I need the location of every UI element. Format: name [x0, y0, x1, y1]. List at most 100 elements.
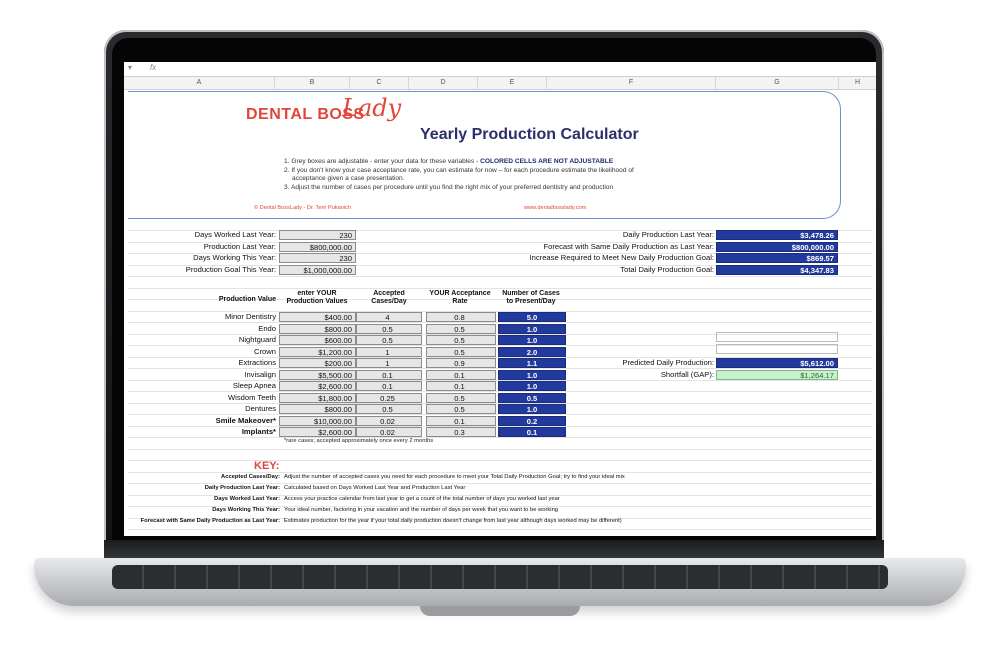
- output-label: Forecast with Same Daily Production as L…: [543, 241, 714, 251]
- empty-cell[interactable]: [716, 344, 838, 354]
- procedure-label: Wisdom Teeth: [228, 392, 276, 402]
- output-value: $800,000.00: [716, 241, 838, 252]
- production-value-cell[interactable]: $600.00: [279, 335, 356, 345]
- key-description: Estimates production for the year if you…: [284, 518, 622, 524]
- column-header-f[interactable]: F: [547, 77, 716, 89]
- grid-line: [128, 311, 872, 312]
- input-label: Production Goal This Year:: [185, 264, 276, 274]
- acceptance-rate-cell[interactable]: 0.5: [426, 346, 496, 357]
- logo-text: DENTAL BOSS: [246, 106, 365, 123]
- cases-to-present-cell: 1.0: [498, 335, 566, 345]
- column-header-h[interactable]: H: [839, 77, 876, 89]
- logo-script: Lady: [342, 94, 402, 122]
- shortfall-label: Shortfall (GAP):: [660, 370, 714, 379]
- table-header: Production Value: [218, 296, 276, 303]
- column-header-d[interactable]: D: [409, 77, 478, 89]
- acceptance-rate-cell[interactable]: 0.3: [426, 427, 496, 437]
- header-card: [128, 91, 841, 219]
- output-label: Total Daily Production Goal:: [620, 264, 714, 274]
- cases-to-present-cell: 0.2: [498, 415, 566, 426]
- production-value-cell[interactable]: $1,800.00: [279, 392, 356, 403]
- input-label: Days Working This Year:: [193, 253, 276, 262]
- accepted-cases-cell[interactable]: 0.5: [356, 335, 422, 345]
- grid-line: [128, 437, 872, 438]
- key-term: Daily Production Last Year:: [204, 485, 280, 491]
- production-value-cell[interactable]: $800.00: [279, 404, 356, 414]
- procedure-label: Dentures: [245, 404, 276, 413]
- production-value-cell[interactable]: $400.00: [279, 312, 356, 322]
- accepted-cases-cell[interactable]: 0.5: [356, 323, 422, 334]
- grid-line: [128, 518, 872, 519]
- production-value-cell[interactable]: $800.00: [279, 323, 356, 334]
- grid-line: [128, 414, 872, 415]
- spreadsheet-screen: ▾ fx A B C D E F G H DENTAL BOSS Lady Ye…: [124, 62, 876, 536]
- chevron-down-icon[interactable]: ▾: [128, 63, 133, 72]
- input-cell[interactable]: 230: [279, 253, 356, 263]
- acceptance-rate-cell[interactable]: 0.1: [426, 415, 496, 426]
- acceptance-rate-cell[interactable]: 0.5: [426, 335, 496, 345]
- column-header-a[interactable]: A: [124, 77, 275, 89]
- production-value-cell[interactable]: $5,500.00: [279, 369, 356, 380]
- input-cell[interactable]: $1,000,000.00: [279, 264, 356, 275]
- laptop-keyboard: [112, 565, 888, 589]
- website-link[interactable]: www.dentalbosslady.com: [524, 205, 587, 211]
- production-value-cell[interactable]: $2,600.00: [279, 427, 356, 437]
- accepted-cases-cell[interactable]: 4: [356, 312, 422, 322]
- procedure-label: Implants*: [241, 427, 276, 436]
- cases-to-present-cell: 0.5: [498, 392, 566, 403]
- grid-line: [128, 403, 872, 404]
- procedure-label: Minor Dentistry: [224, 312, 276, 321]
- input-label: Production Last Year:: [203, 241, 276, 251]
- grid-line: [128, 506, 872, 507]
- accepted-cases-cell[interactable]: 0.5: [356, 404, 422, 414]
- grid-line: [128, 334, 872, 335]
- accepted-cases-cell[interactable]: 0.25: [356, 392, 422, 403]
- page-title: Yearly Production Calculator: [420, 126, 639, 143]
- column-header-b[interactable]: B: [275, 77, 350, 89]
- key-description: Access your practice calendar from last …: [284, 496, 560, 502]
- formula-bar[interactable]: ▾ fx: [124, 62, 876, 77]
- grid-line: [128, 368, 872, 369]
- key-description: Calculated based on Days Worked Last Yea…: [284, 485, 466, 491]
- cases-to-present-cell: 5.0: [498, 312, 566, 322]
- accepted-cases-cell[interactable]: 0.02: [356, 427, 422, 437]
- grid-line: [128, 322, 872, 323]
- procedure-label: Extractions: [238, 358, 276, 367]
- acceptance-rate-cell[interactable]: 0.1: [426, 369, 496, 380]
- empty-cell[interactable]: [716, 332, 838, 342]
- column-header-c[interactable]: C: [350, 77, 409, 89]
- cases-to-present-cell: 1.0: [498, 369, 566, 380]
- production-value-cell[interactable]: $10,000.00: [279, 415, 356, 426]
- input-cell[interactable]: $800,000.00: [279, 241, 356, 252]
- production-value-cell[interactable]: $200.00: [279, 358, 356, 368]
- table-header: YOUR Acceptance Rate: [429, 290, 491, 305]
- input-cell[interactable]: 230: [279, 230, 356, 240]
- accepted-cases-cell[interactable]: 1: [356, 358, 422, 368]
- key-term: Accepted Cases/Day:: [221, 474, 280, 480]
- procedure-label: Nightguard: [238, 335, 276, 344]
- acceptance-rate-cell[interactable]: 0.5: [426, 392, 496, 403]
- accepted-cases-cell[interactable]: 1: [356, 346, 422, 357]
- output-value: $4,347.83: [716, 264, 838, 275]
- production-value-cell[interactable]: $1,200.00: [279, 346, 356, 357]
- output-label: Daily Production Last Year:: [622, 230, 714, 239]
- grid-line: [128, 495, 872, 496]
- grid-line: [128, 242, 872, 243]
- column-header-e[interactable]: E: [478, 77, 547, 89]
- accepted-cases-cell[interactable]: 0.02: [356, 415, 422, 426]
- accepted-cases-cell[interactable]: 0.1: [356, 381, 422, 391]
- accepted-cases-cell[interactable]: 0.1: [356, 369, 422, 380]
- acceptance-rate-cell[interactable]: 0.8: [426, 312, 496, 322]
- key-description: Adjust the number of accepted cases you …: [284, 474, 625, 480]
- grid-line: [128, 299, 872, 300]
- grid-line: [128, 472, 872, 473]
- acceptance-rate-cell[interactable]: 0.5: [426, 404, 496, 414]
- acceptance-rate-cell[interactable]: 0.1: [426, 381, 496, 391]
- grid-line: [128, 265, 872, 266]
- key-term: Forecast with Same Daily Production as L…: [140, 518, 280, 524]
- acceptance-rate-cell[interactable]: 0.9: [426, 358, 496, 368]
- production-value-cell[interactable]: $2,600.00: [279, 381, 356, 391]
- grid-line: [128, 288, 872, 289]
- column-header-g[interactable]: G: [716, 77, 839, 89]
- acceptance-rate-cell[interactable]: 0.5: [426, 323, 496, 334]
